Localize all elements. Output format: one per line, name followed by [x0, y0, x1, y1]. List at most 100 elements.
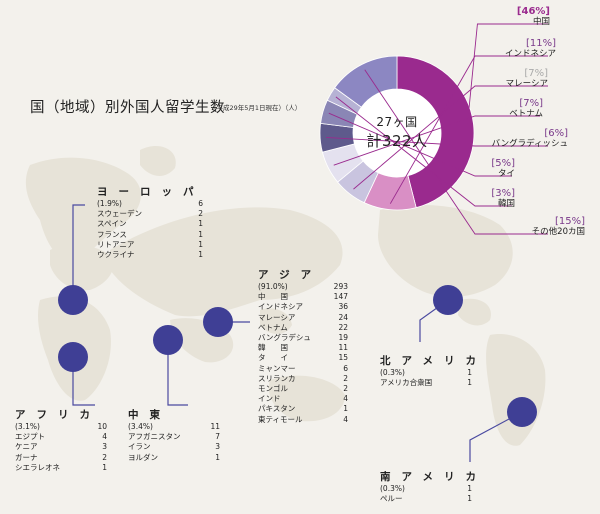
region-share: (0.3%) — [380, 368, 405, 377]
legend-pct: [7%] — [524, 68, 548, 79]
country-name: ケニア — [15, 442, 38, 452]
legend-name: バングラディッシュ — [491, 139, 568, 149]
region-share: (1.9%) — [97, 199, 122, 208]
country-row: インド 4 — [258, 394, 348, 404]
country-row: ウクライナ 1 — [97, 250, 203, 260]
north-america-dot — [433, 285, 463, 315]
region-total: 1 — [467, 368, 472, 377]
legend-bangladesh: [6%] バングラディッシュ — [492, 128, 568, 150]
country-row: スペイン 1 — [97, 219, 203, 229]
country-name: スペイン — [97, 219, 127, 229]
country-count: 1 — [198, 239, 203, 249]
country-count: 19 — [338, 333, 348, 343]
country-row: アメリカ合衆国 1 — [380, 378, 472, 388]
country-row: スリランカ 2 — [258, 374, 348, 384]
region-dots — [58, 285, 537, 427]
country-row: ケニア 3 — [15, 442, 107, 452]
country-count: 1 — [198, 229, 203, 239]
region-name: 北アメリカ — [380, 355, 487, 367]
region-asia: アジア (91.0%) 293 中 国 147 インドネシア 36 マレーシア 24 ベトナム 22… — [258, 268, 348, 425]
legend-china: [46%] 中国 — [517, 6, 550, 28]
country-name: パキスタン — [258, 404, 296, 414]
country-row: ミャンマー 6 — [258, 364, 348, 374]
country-name: リトアニア — [97, 239, 135, 249]
country-row: シエラレオネ 1 — [15, 463, 107, 473]
region-total-row: (3.4%) 11 — [128, 422, 220, 432]
region-name: 中東 — [128, 409, 171, 421]
legend-name: 中国 — [532, 17, 550, 27]
country-row: エジプト 4 — [15, 432, 107, 442]
donut-slice — [334, 55, 398, 108]
region-south-america: 南アメリカ (0.3%) 1 ペルー 1 — [380, 470, 487, 504]
region-name: アフリカ — [15, 409, 101, 421]
country-count: 6 — [343, 363, 348, 373]
country-name: ヨルダン — [128, 452, 158, 462]
country-count: 2 — [343, 373, 348, 383]
region-total-row: (3.1%) 10 — [15, 422, 107, 432]
south-america-connector — [469, 411, 523, 462]
legend-name: マレーシア — [505, 79, 548, 89]
legend-leader — [326, 137, 548, 147]
asia-dot — [203, 307, 233, 337]
country-name: ミャンマー — [258, 363, 296, 373]
region-middle-east: 中東 (3.4%) 11 アフガニスタン 7 イラン 3 ヨルダン 1 — [128, 408, 220, 463]
region-total: 11 — [210, 422, 220, 431]
country-name: ガーナ — [15, 452, 38, 462]
legend-thailand: [5%] タイ — [491, 158, 515, 180]
legend-leaders — [326, 23, 548, 235]
legend-pct: [46%] — [516, 6, 550, 17]
donut-center-label: 27ヶ国 計322人 — [352, 113, 442, 151]
region-total: 1 — [467, 484, 472, 493]
country-name: バングラデシュ — [258, 333, 311, 343]
region-africa: アフリカ (3.1%) 10 エジプト 4 ケニア 3 ガーナ 2 シエラレオネ 1 — [15, 408, 107, 473]
region-name: ヨーロッパ — [97, 186, 205, 198]
legend-leader — [333, 115, 540, 166]
legend-leader — [466, 23, 548, 125]
africa-connector — [72, 357, 95, 406]
legend-name: その他20カ国 — [531, 227, 585, 237]
country-count: 147 — [333, 292, 348, 302]
legend-indonesia: [11%] インドネシア — [505, 38, 556, 60]
region-total: 293 — [333, 282, 348, 291]
country-row: 東ティモール 4 — [258, 415, 348, 425]
legend-name: ベトナム — [509, 109, 543, 119]
country-count: 1 — [215, 452, 220, 462]
country-count: 11 — [338, 343, 348, 353]
legend-leader — [335, 96, 512, 207]
country-row: ベトナム 22 — [258, 323, 348, 333]
country-count: 1 — [198, 219, 203, 229]
legend-pct: [7%] — [519, 98, 543, 109]
country-row: リトアニア 1 — [97, 240, 203, 250]
region-share: (3.4%) — [128, 422, 153, 431]
country-name: 東ティモール — [258, 414, 303, 424]
country-name: 中 国 — [258, 292, 288, 302]
country-row: スウェーデン 2 — [97, 209, 203, 219]
country-name: アフガニスタン — [128, 432, 181, 442]
middle-east-connector — [167, 340, 188, 406]
country-row: インドネシア 36 — [258, 302, 348, 312]
country-name: フランス — [97, 229, 127, 239]
country-count: 3 — [102, 442, 107, 452]
region-name: 南アメリカ — [380, 471, 487, 483]
region-share: (0.3%) — [380, 484, 405, 493]
europe-dot — [58, 285, 88, 315]
region-total-row: (91.0%) 293 — [258, 282, 348, 292]
legend-korea: [3%] 韓国 — [491, 188, 515, 210]
region-share: (3.1%) — [15, 422, 40, 431]
country-row: 中 国 147 — [258, 292, 348, 302]
date-note: （平成29年5月1日現在）（人） — [210, 104, 302, 112]
country-count: 24 — [338, 312, 348, 322]
country-count: 36 — [338, 302, 348, 312]
legend-pct: [5%] — [491, 158, 515, 169]
country-count: 22 — [338, 322, 348, 332]
country-count: 2 — [198, 209, 203, 219]
share-donut-chart — [319, 55, 475, 211]
legend-leader — [353, 85, 548, 190]
country-name: 韓 国 — [258, 343, 288, 353]
country-row: ヨルダン 1 — [128, 453, 220, 463]
middle-east-dot — [153, 325, 183, 355]
country-row: イラン 3 — [128, 442, 220, 452]
region-total-row: (0.3%) 1 — [380, 368, 472, 378]
region-total-row: (1.9%) 6 — [97, 199, 203, 209]
africa-dot — [58, 342, 88, 372]
